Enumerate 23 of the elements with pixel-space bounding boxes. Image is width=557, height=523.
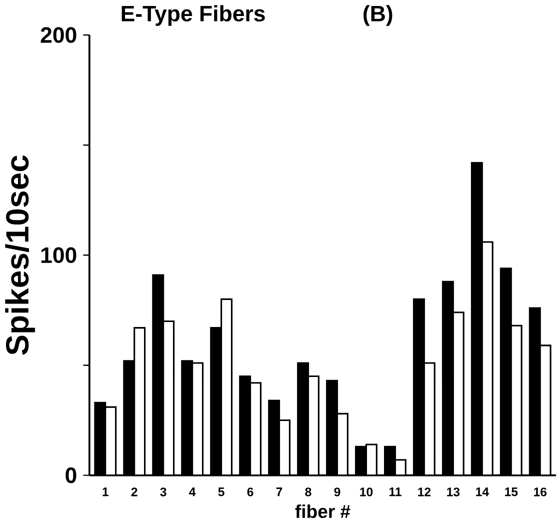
x-tick-label: 4 bbox=[189, 487, 196, 496]
text: (B) bbox=[364, 5, 392, 26]
x-tick-label: 16 bbox=[534, 487, 547, 496]
x-tick-label: 3 bbox=[160, 487, 166, 496]
x-tick-label: 5 bbox=[218, 487, 224, 496]
x-tick-label: 2 bbox=[131, 487, 138, 496]
x-tick-label: 6 bbox=[247, 487, 254, 496]
x-tick-label: 9 bbox=[334, 487, 340, 496]
x-tick-label: 8 bbox=[305, 487, 312, 496]
x-tick-label: 12 bbox=[418, 487, 431, 496]
x-tick-label: 11 bbox=[389, 487, 402, 496]
y-tick-label: 100 bbox=[41, 247, 76, 263]
y-tick-label: 200 bbox=[40, 27, 76, 43]
chart-title: E-Type Fibers bbox=[122, 5, 265, 26]
x-tick-label: 1 bbox=[102, 487, 108, 496]
x-tick-label: 14 bbox=[476, 487, 489, 496]
x-tick-label: 10 bbox=[360, 487, 373, 496]
x-axis-title: fiber # bbox=[295, 504, 350, 518]
x-tick-label: 15 bbox=[505, 487, 518, 496]
x-tick-label: 13 bbox=[447, 487, 460, 496]
x-tick-label: 7 bbox=[276, 487, 282, 496]
y-tick-label: 0 bbox=[66, 467, 76, 484]
y-axis-title: Spikes/10sec bbox=[5, 155, 36, 355]
